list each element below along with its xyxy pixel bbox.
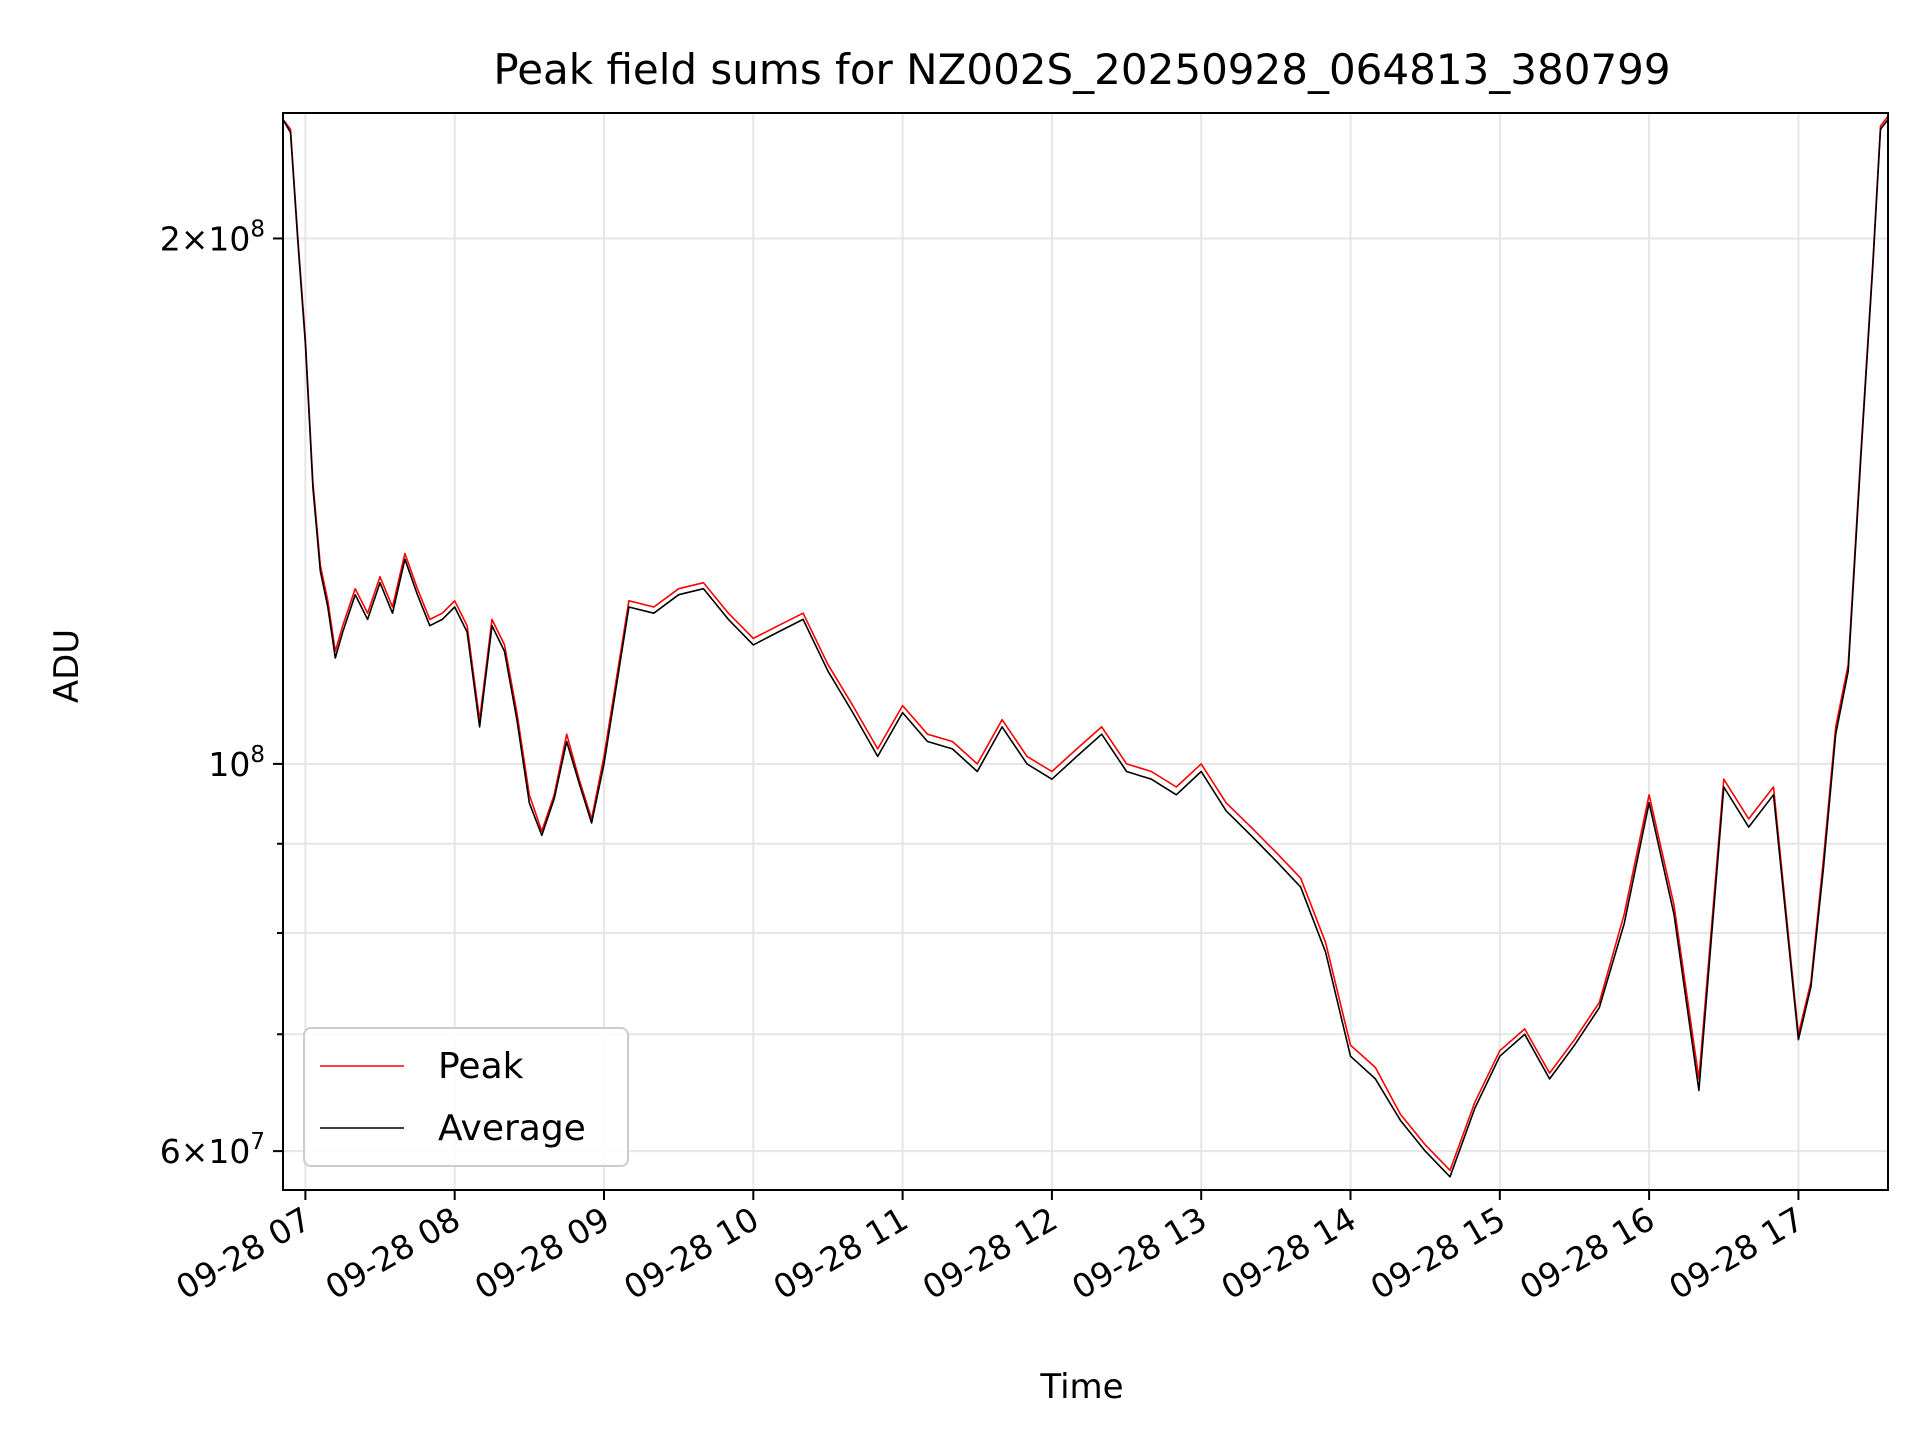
y-tick-label: 2×108 [160, 216, 265, 258]
y-axis-label: ADU [47, 629, 87, 703]
legend: Peak Average [303, 1027, 629, 1167]
legend-box [303, 1027, 629, 1167]
plot-area [283, 113, 1888, 1190]
legend-label-peak: Peak [438, 1046, 524, 1087]
series-layer [282, 115, 1889, 1178]
chart-title: Peak field sums for NZ002S_20250928_0648… [493, 45, 1670, 94]
legend-label-average: Average [438, 1108, 586, 1149]
y-tick-exponent: 8 [250, 216, 265, 242]
grid [283, 113, 1888, 1190]
y-tick-label: 6×107 [160, 1129, 265, 1171]
y-tick-exponent: 8 [250, 742, 265, 768]
series-line-peak [282, 115, 1889, 1172]
plot-frame [282, 112, 1889, 1191]
series-line-average [282, 119, 1889, 1178]
y-tick-exponent: 7 [250, 1129, 265, 1155]
x-axis-label: Time [1039, 1367, 1123, 1407]
